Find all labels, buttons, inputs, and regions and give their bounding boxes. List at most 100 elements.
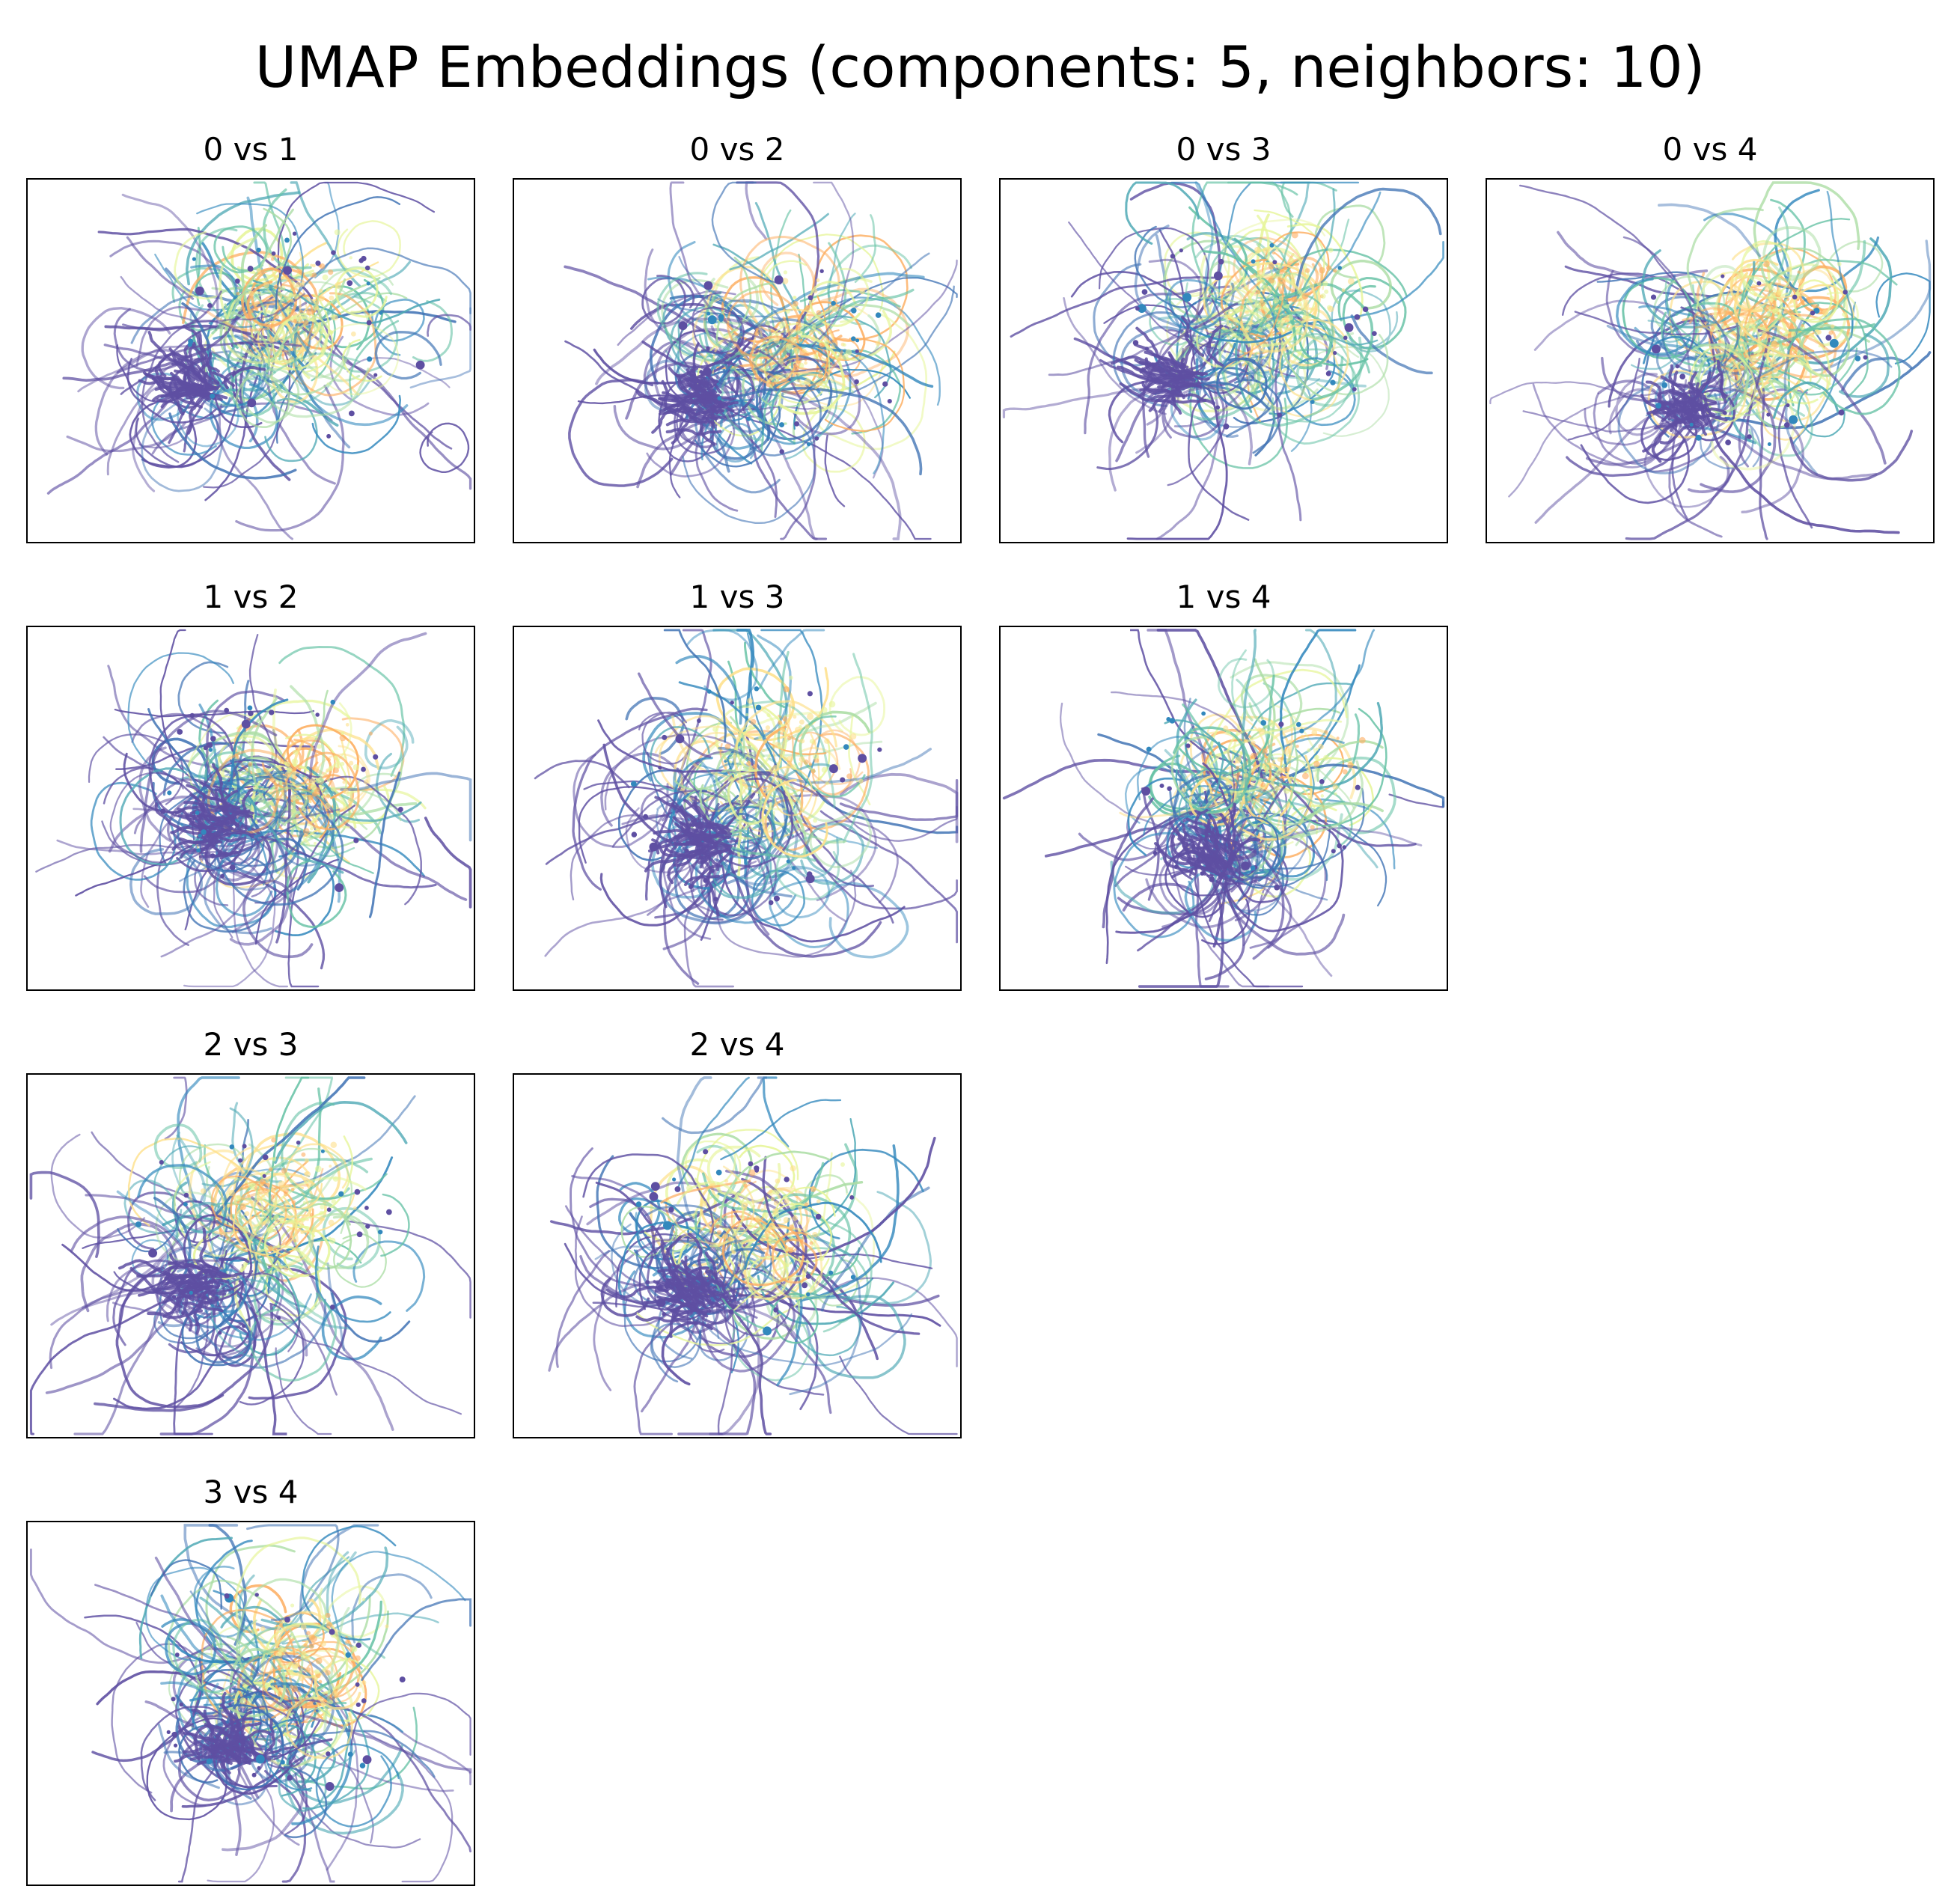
warm-core-group [248, 722, 373, 846]
outlier-point [645, 1280, 650, 1285]
core-point [1797, 313, 1801, 317]
core-point [1830, 324, 1835, 329]
core-point [312, 304, 319, 311]
outlier-point [1269, 242, 1274, 248]
outlier-point [773, 1307, 779, 1313]
trajectory-line [210, 1278, 295, 1359]
outlier-point [650, 1182, 660, 1191]
trajectory-line [829, 1191, 932, 1305]
outlier-point [1272, 260, 1277, 265]
trajectory-line [754, 634, 793, 740]
outlier-point [365, 1224, 370, 1229]
core-point [766, 1227, 771, 1233]
outlier-point [1153, 850, 1158, 855]
trajectory-line [1301, 346, 1390, 437]
dark-trajectory [1167, 398, 1207, 404]
trajectory-line [275, 316, 329, 363]
core-point [1797, 270, 1801, 274]
trajectory-line [1254, 658, 1276, 775]
outlier-point [1813, 308, 1820, 314]
trajectory-line [286, 859, 347, 929]
trajectory-line [789, 1234, 863, 1396]
outlier-point [806, 442, 811, 447]
trajectory-line [153, 1196, 192, 1290]
trajectory-line [635, 1249, 680, 1307]
trajectory-line [141, 320, 257, 463]
trajectory-line [138, 746, 171, 842]
core-point [253, 302, 258, 307]
trajectory-line [252, 279, 441, 325]
dark-trajectory [1703, 394, 1728, 422]
core-point [1776, 290, 1782, 296]
core-point [785, 344, 793, 350]
core-point [790, 1204, 796, 1210]
trajectory-line [808, 1148, 924, 1240]
core-point [308, 1599, 312, 1602]
trajectory-line [256, 1299, 462, 1415]
core-point [781, 1284, 785, 1287]
core-point [248, 290, 254, 296]
trajectory-line [315, 1743, 400, 1828]
core-point [1270, 781, 1274, 786]
core-point [1288, 739, 1292, 744]
core-point [777, 744, 783, 750]
core-point [1251, 776, 1256, 782]
trajectory-line [283, 1706, 338, 1754]
core-point [291, 771, 296, 776]
core-point [770, 1245, 775, 1249]
core-point [818, 1255, 825, 1262]
outlier-point [167, 790, 172, 796]
trajectory-line [1278, 318, 1349, 402]
outlier-point [779, 449, 784, 454]
trajectory-line [812, 768, 852, 796]
trajectory-line [1173, 726, 1251, 814]
warm-core-group [1225, 231, 1355, 339]
trajectory-line [819, 810, 959, 944]
core-point [762, 1212, 769, 1218]
core-point [1311, 730, 1318, 736]
trajectory-line [644, 1204, 739, 1306]
trajectory-line [1750, 375, 1811, 441]
outlier-point [255, 1754, 265, 1764]
dark-trajectory [151, 377, 203, 397]
outlier-group [1132, 242, 1377, 430]
trajectory-line [1173, 358, 1264, 428]
dark-tail-group [1153, 802, 1261, 882]
outlier-point [262, 1154, 269, 1161]
trajectory-line [352, 1240, 426, 1312]
outlier-group [635, 1149, 856, 1336]
core-point [813, 818, 818, 823]
core-point [818, 776, 822, 780]
outlier-point [806, 1292, 810, 1297]
core-point [1251, 752, 1257, 759]
trajectory-line [280, 1102, 350, 1200]
core-point [328, 1219, 335, 1226]
trajectory-line [1063, 296, 1167, 415]
trajectory-line [1294, 187, 1442, 295]
dark-trajectory [169, 371, 202, 392]
core-point [810, 769, 816, 774]
dark-trajectory [1659, 424, 1694, 445]
core-point [335, 281, 341, 289]
core-point [1245, 311, 1249, 315]
outlier-point [854, 379, 859, 385]
core-point [1301, 772, 1309, 780]
core-point [1759, 323, 1764, 328]
core-point [200, 1188, 207, 1194]
outlier-point [1786, 403, 1790, 407]
dark-trajectory [129, 1266, 183, 1308]
trajectory-line [1812, 239, 1932, 372]
core-point [813, 354, 818, 359]
trajectory-line [681, 1132, 753, 1209]
dark-trajectory [1133, 343, 1183, 370]
core-point [785, 309, 790, 314]
panel-0-vs-4 [1486, 178, 1935, 543]
core-point [783, 1217, 790, 1224]
trajectory-line [213, 396, 263, 428]
trajectory-line [1710, 400, 1796, 471]
outlier-point [174, 1653, 180, 1657]
core-point [1313, 754, 1319, 760]
core-point [1256, 798, 1261, 803]
core-point [1271, 760, 1276, 763]
core-point [737, 1263, 742, 1268]
